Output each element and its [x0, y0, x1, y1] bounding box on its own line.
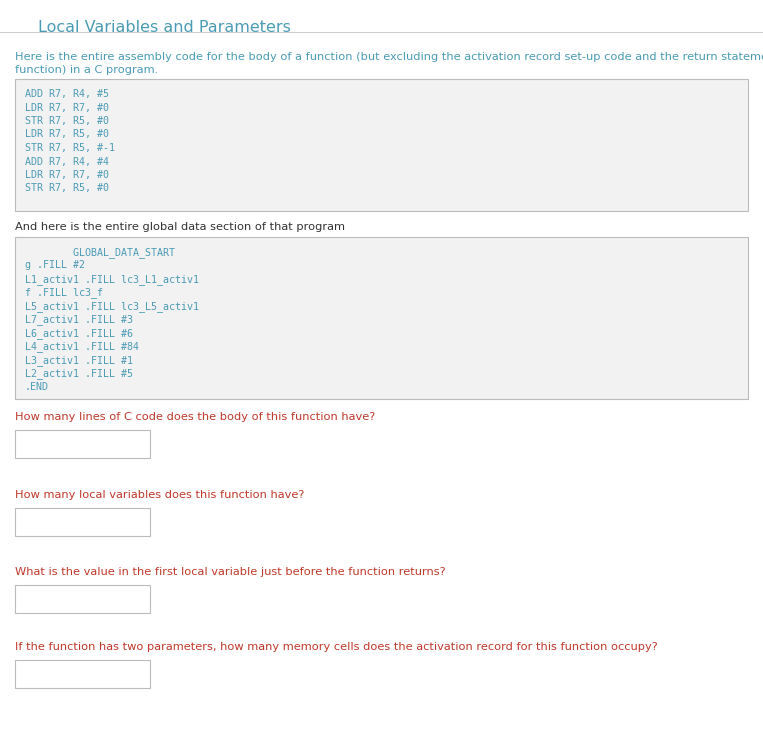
FancyBboxPatch shape — [15, 237, 748, 399]
Text: L4_activ1 .FILL #84: L4_activ1 .FILL #84 — [25, 342, 139, 352]
Text: Local Variables and Parameters: Local Variables and Parameters — [38, 20, 291, 35]
Text: L2_activ1 .FILL #5: L2_activ1 .FILL #5 — [25, 369, 133, 380]
Text: How many lines of C code does the body of this function have?: How many lines of C code does the body o… — [15, 412, 375, 422]
Text: LDR R7, R7, #0: LDR R7, R7, #0 — [25, 170, 109, 180]
Text: STR R7, R5, #-1: STR R7, R5, #-1 — [25, 143, 115, 153]
Text: L3_activ1 .FILL #1: L3_activ1 .FILL #1 — [25, 355, 133, 366]
FancyBboxPatch shape — [15, 660, 150, 688]
FancyBboxPatch shape — [15, 79, 748, 211]
Text: LDR R7, R7, #0: LDR R7, R7, #0 — [25, 102, 109, 113]
FancyBboxPatch shape — [15, 585, 150, 613]
Text: How many local variables does this function have?: How many local variables does this funct… — [15, 490, 304, 500]
Text: What is the value in the first local variable just before the function returns?: What is the value in the first local var… — [15, 567, 446, 577]
Text: LDR R7, R5, #0: LDR R7, R5, #0 — [25, 130, 109, 140]
Text: g .FILL #2: g .FILL #2 — [25, 260, 85, 271]
Text: L5_activ1 .FILL lc3_L5_activ1: L5_activ1 .FILL lc3_L5_activ1 — [25, 301, 199, 312]
Text: GLOBAL_DATA_START: GLOBAL_DATA_START — [25, 247, 175, 258]
Text: ADD R7, R4, #4: ADD R7, R4, #4 — [25, 157, 109, 166]
Text: f .FILL lc3_f: f .FILL lc3_f — [25, 287, 103, 298]
Text: L7_activ1 .FILL #3: L7_activ1 .FILL #3 — [25, 315, 133, 325]
Text: .END: .END — [25, 382, 49, 392]
Text: function) in a C program.: function) in a C program. — [15, 65, 158, 75]
Text: L6_activ1 .FILL #6: L6_activ1 .FILL #6 — [25, 328, 133, 339]
FancyBboxPatch shape — [15, 508, 150, 536]
FancyBboxPatch shape — [15, 430, 150, 458]
Text: ADD R7, R4, #5: ADD R7, R4, #5 — [25, 89, 109, 99]
Text: Here is the entire assembly code for the body of a function (but excluding the a: Here is the entire assembly code for the… — [15, 52, 763, 62]
Text: If the function has two parameters, how many memory cells does the activation re: If the function has two parameters, how … — [15, 642, 658, 652]
Text: L1_activ1 .FILL lc3_L1_activ1: L1_activ1 .FILL lc3_L1_activ1 — [25, 274, 199, 285]
Text: STR R7, R5, #0: STR R7, R5, #0 — [25, 184, 109, 193]
Text: And here is the entire global data section of that program: And here is the entire global data secti… — [15, 222, 345, 232]
Text: STR R7, R5, #0: STR R7, R5, #0 — [25, 116, 109, 126]
